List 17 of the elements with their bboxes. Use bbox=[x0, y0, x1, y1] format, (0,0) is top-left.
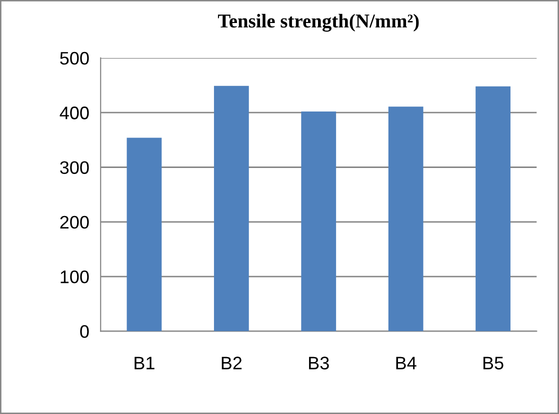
chart-title: Tensile strength(N/mm²) bbox=[218, 14, 419, 32]
x-tick-label: B2 bbox=[222, 356, 242, 370]
y-tick-label: 0 bbox=[80, 325, 89, 338]
bar bbox=[126, 138, 162, 332]
y-tick-label: 400 bbox=[60, 106, 89, 120]
bar bbox=[301, 112, 336, 332]
y-tick-label: 200 bbox=[60, 216, 89, 229]
bar bbox=[476, 86, 510, 332]
x-tick-label: B5 bbox=[483, 356, 504, 370]
y-tick-label: 500 bbox=[60, 52, 89, 65]
bar bbox=[388, 106, 424, 332]
x-tick-label: B4 bbox=[396, 356, 416, 370]
y-tick-label: 100 bbox=[60, 270, 89, 284]
bar bbox=[214, 86, 249, 332]
y-tick-label: 300 bbox=[60, 161, 89, 174]
x-tick-label: B3 bbox=[309, 356, 329, 370]
x-tick-label: B1 bbox=[134, 356, 154, 370]
